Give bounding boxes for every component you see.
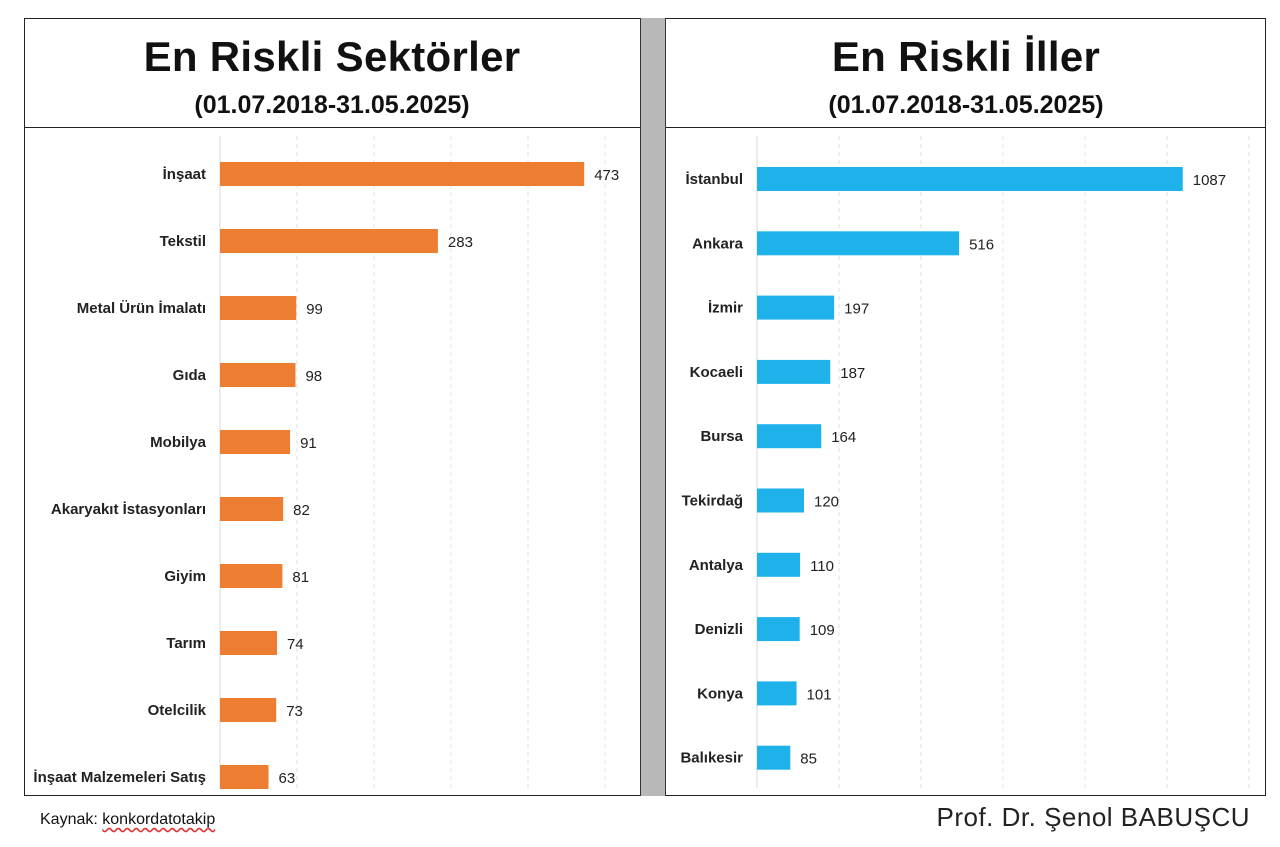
sector-category-label: Mobilya	[150, 434, 206, 451]
province-value-label: 110	[810, 558, 834, 575]
sector-category-label: Otelcilik	[148, 702, 207, 719]
province-value-label: 109	[810, 622, 835, 639]
sector-value-label: 73	[286, 703, 303, 720]
province-bar	[757, 167, 1183, 191]
sector-category-label: İnşaat Malzemeleri Satış	[33, 769, 206, 786]
provinces-title: En Riskli İller	[831, 33, 1101, 80]
sector-value-label: 74	[287, 636, 304, 653]
source-prefix: Kaynak:	[40, 811, 103, 828]
sector-bar	[220, 162, 585, 186]
province-category-label: Denizli	[695, 621, 743, 638]
province-bar	[757, 681, 797, 706]
panel-divider	[640, 18, 666, 796]
province-bar	[757, 552, 801, 577]
sectors-title: En Riskli Sektörler	[143, 33, 521, 80]
province-category-label: İzmir	[708, 300, 743, 317]
sector-bar	[220, 430, 291, 454]
province-category-label: Antalya	[689, 557, 744, 574]
province-value-label: 516	[969, 236, 994, 253]
province-bar	[757, 617, 800, 642]
sector-bar	[220, 698, 277, 722]
province-category-label: Kocaeli	[690, 364, 743, 381]
sector-bar	[220, 229, 438, 253]
province-category-label: Konya	[697, 685, 744, 702]
sector-value-label: 473	[594, 167, 619, 184]
sector-bar	[220, 631, 277, 655]
province-value-label: 187	[840, 365, 865, 382]
provinces-panel: En Riskli İller (01.07.2018-31.05.2025) …	[666, 18, 1266, 796]
sector-value-label: 99	[306, 301, 323, 318]
provinces-plot: İstanbul 1087 Ankara 516 İzmir 197 Kocaeli 187 B…	[666, 128, 1266, 796]
sector-category-label: Tekstil	[160, 233, 206, 250]
provinces-header: En Riskli İller (01.07.2018-31.05.2025)	[666, 18, 1266, 128]
sector-bar	[220, 296, 297, 320]
sector-value-label: 63	[279, 770, 296, 787]
sector-category-label: Akaryakıt İstasyonları	[51, 501, 206, 518]
sectors-plot: İnşaat 473 Tekstil 283 Metal Ürün İmalatı 99 G…	[24, 128, 640, 796]
sector-bar	[220, 765, 269, 789]
province-bar	[757, 231, 960, 256]
sector-value-label: 98	[305, 368, 322, 385]
provinces-bar-chart: İstanbul 1087 Ankara 516 İzmir 197 Kocaeli 187 B…	[680, 136, 1250, 788]
sector-category-label: Metal Ürün İmalatı	[77, 300, 206, 317]
sector-bar	[220, 363, 296, 387]
province-category-label: Balıkesir	[680, 750, 743, 767]
province-category-label: Bursa	[700, 428, 743, 445]
provinces-subtitle: (01.07.2018-31.05.2025)	[828, 91, 1104, 119]
province-value-label: 85	[800, 751, 817, 768]
province-value-label: 120	[814, 494, 839, 511]
sector-category-label: İnşaat	[163, 166, 206, 183]
province-value-label: 197	[844, 301, 869, 318]
sector-value-label: 283	[448, 234, 473, 251]
sector-bar	[220, 564, 283, 588]
sector-category-label: Gıda	[173, 367, 207, 384]
province-category-label: Tekirdağ	[682, 493, 743, 510]
province-category-label: İstanbul	[685, 171, 743, 188]
province-category-label: Ankara	[692, 235, 744, 252]
province-bar	[757, 424, 822, 449]
province-bar	[757, 359, 831, 384]
source-link[interactable]: konkordatotakip	[102, 811, 216, 828]
sector-category-label: Tarım	[166, 635, 206, 652]
sector-value-label: 81	[292, 569, 309, 586]
sector-bar	[220, 497, 284, 521]
province-bar	[757, 295, 835, 320]
province-bar	[757, 488, 804, 513]
sector-value-label: 91	[300, 435, 317, 452]
sectors-header: En Riskli Sektörler (01.07.2018-31.05.20…	[24, 18, 640, 128]
sectors-subtitle: (01.07.2018-31.05.2025)	[194, 91, 470, 119]
province-value-label: 101	[807, 686, 832, 703]
sector-value-label: 82	[293, 502, 310, 519]
province-value-label: 1087	[1193, 172, 1226, 189]
sectors-panel: En Riskli Sektörler (01.07.2018-31.05.20…	[24, 18, 640, 796]
sectors-bar-chart: İnşaat 473 Tekstil 283 Metal Ürün İmalatı 99 G…	[33, 136, 619, 789]
province-value-label: 164	[831, 429, 856, 446]
sector-category-label: Giyim	[164, 568, 206, 585]
source-note: Kaynak: konkordatotakip	[40, 811, 215, 829]
province-bar	[757, 745, 791, 770]
author-credit: Prof. Dr. Şenol BABUŞCU	[936, 802, 1250, 832]
